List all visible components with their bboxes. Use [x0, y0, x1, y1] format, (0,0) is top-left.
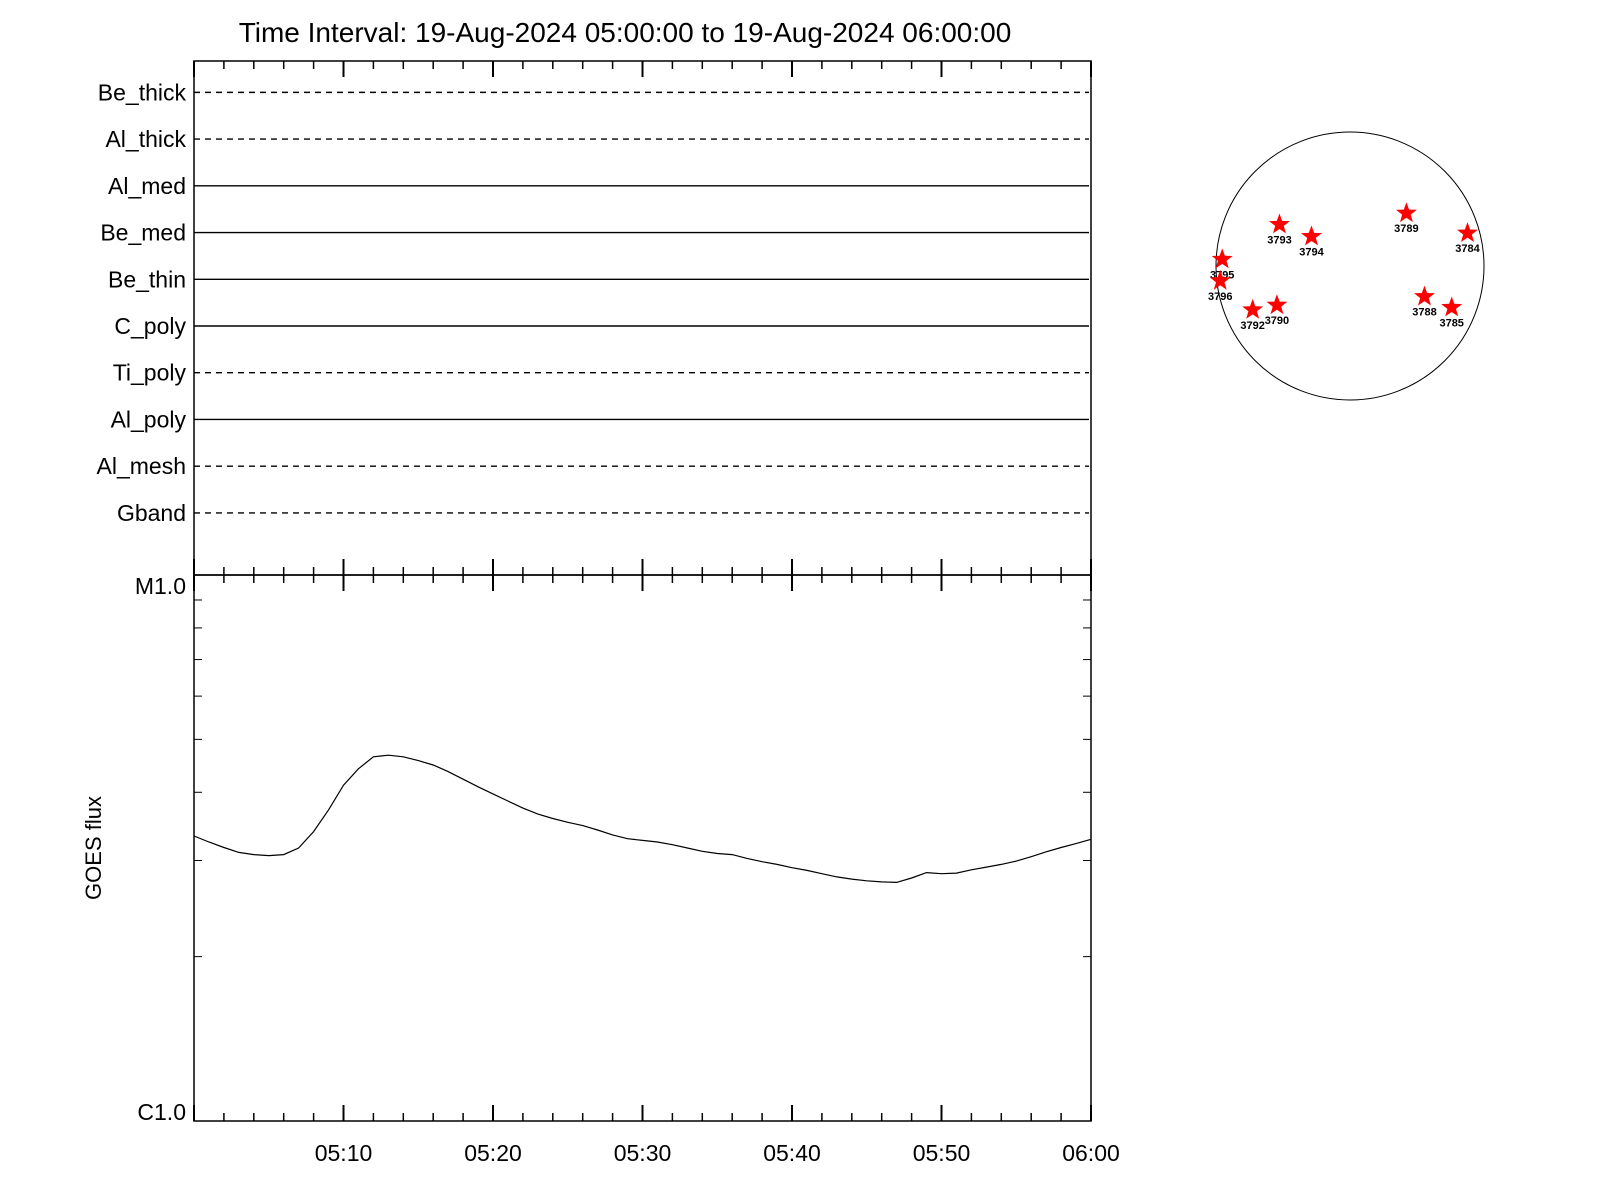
goes-panel-ticks [193, 575, 1092, 1121]
ar-star-3788 [1414, 285, 1435, 306]
channel-label-al-thick: Al_thick [105, 126, 186, 152]
x-tick-label: 05:10 [315, 1140, 373, 1166]
ar-label-3792: 3792 [1240, 320, 1264, 332]
ar-label-3796: 3796 [1208, 291, 1232, 303]
ar-label-3789: 3789 [1394, 223, 1418, 235]
ar-label-3785: 3785 [1439, 317, 1463, 329]
ar-star-3785 [1441, 296, 1463, 317]
ar-label-3794: 3794 [1299, 247, 1324, 259]
channel-label-al-mesh: Al_mesh [97, 453, 186, 479]
ar-label-3784: 3784 [1455, 243, 1480, 255]
channel-label-be-med: Be_med [100, 220, 186, 246]
ar-star-3796 [1209, 269, 1231, 290]
ar-label-3788: 3788 [1412, 307, 1436, 319]
channel-label-c-poly: C_poly [114, 313, 186, 339]
chart-title: Time Interval: 19-Aug-2024 05:00:00 to 1… [239, 17, 1012, 48]
active-region-markers: 3784378537883789379037923793379437953796 [1208, 202, 1481, 332]
ytick-label-top: M1.0 [135, 573, 186, 599]
x-tick-labels: 05:10 05:20 05:30 05:40 05:50 06:00 [315, 1140, 1120, 1166]
channel-label-ti-poly: Ti_poly [113, 360, 187, 386]
ar-star-3784 [1457, 222, 1478, 242]
goes-panel-frame [193, 574, 1092, 1122]
y-axis-label: GOES flux [81, 796, 106, 900]
x-tick-label: 05:20 [464, 1140, 522, 1166]
x-tick-label: 06:00 [1062, 1140, 1120, 1166]
ytick-label-bottom: C1.0 [137, 1099, 186, 1125]
ar-star-3789 [1396, 202, 1417, 223]
x-tick-label: 05:50 [913, 1140, 971, 1166]
solar-disk [1215, 131, 1485, 401]
ar-star-3794 [1301, 225, 1322, 246]
channel-panel-frame [193, 60, 1092, 576]
channel-label-gband: Gband [117, 500, 186, 526]
ar-label-3790: 3790 [1265, 315, 1289, 327]
ar-label-3793: 3793 [1267, 235, 1291, 247]
goes-panel: M1.0 C1.0 GOES flux 05:10 05:20 05:30 05:40… [81, 573, 1120, 1166]
channel-label-be-thin: Be_thin [108, 266, 186, 292]
ar-star-3790 [1266, 294, 1288, 315]
x-tick-label: 05:30 [614, 1140, 672, 1166]
channel-panel: Be_thick Al_thick Al_med Be_med Be_thin C_pol… [97, 60, 1092, 576]
channel-panel-ticks [193, 61, 1092, 575]
channel-label-be-thick: Be_thick [98, 79, 187, 105]
channel-label-al-poly: Al_poly [111, 406, 187, 432]
ar-star-3795 [1211, 248, 1233, 269]
ar-star-3792 [1242, 298, 1264, 319]
channel-label-al-med: Al_med [108, 173, 186, 199]
goes-flux-line [193, 754, 1092, 884]
ar-star-3793 [1269, 213, 1290, 234]
solar-disk-map: 3784378537883789379037923793379437953796 [1208, 131, 1485, 401]
x-tick-label: 05:40 [763, 1140, 821, 1166]
channel-rows: Be_thick Al_thick Al_med Be_med Be_thin C_pol… [97, 79, 1089, 526]
